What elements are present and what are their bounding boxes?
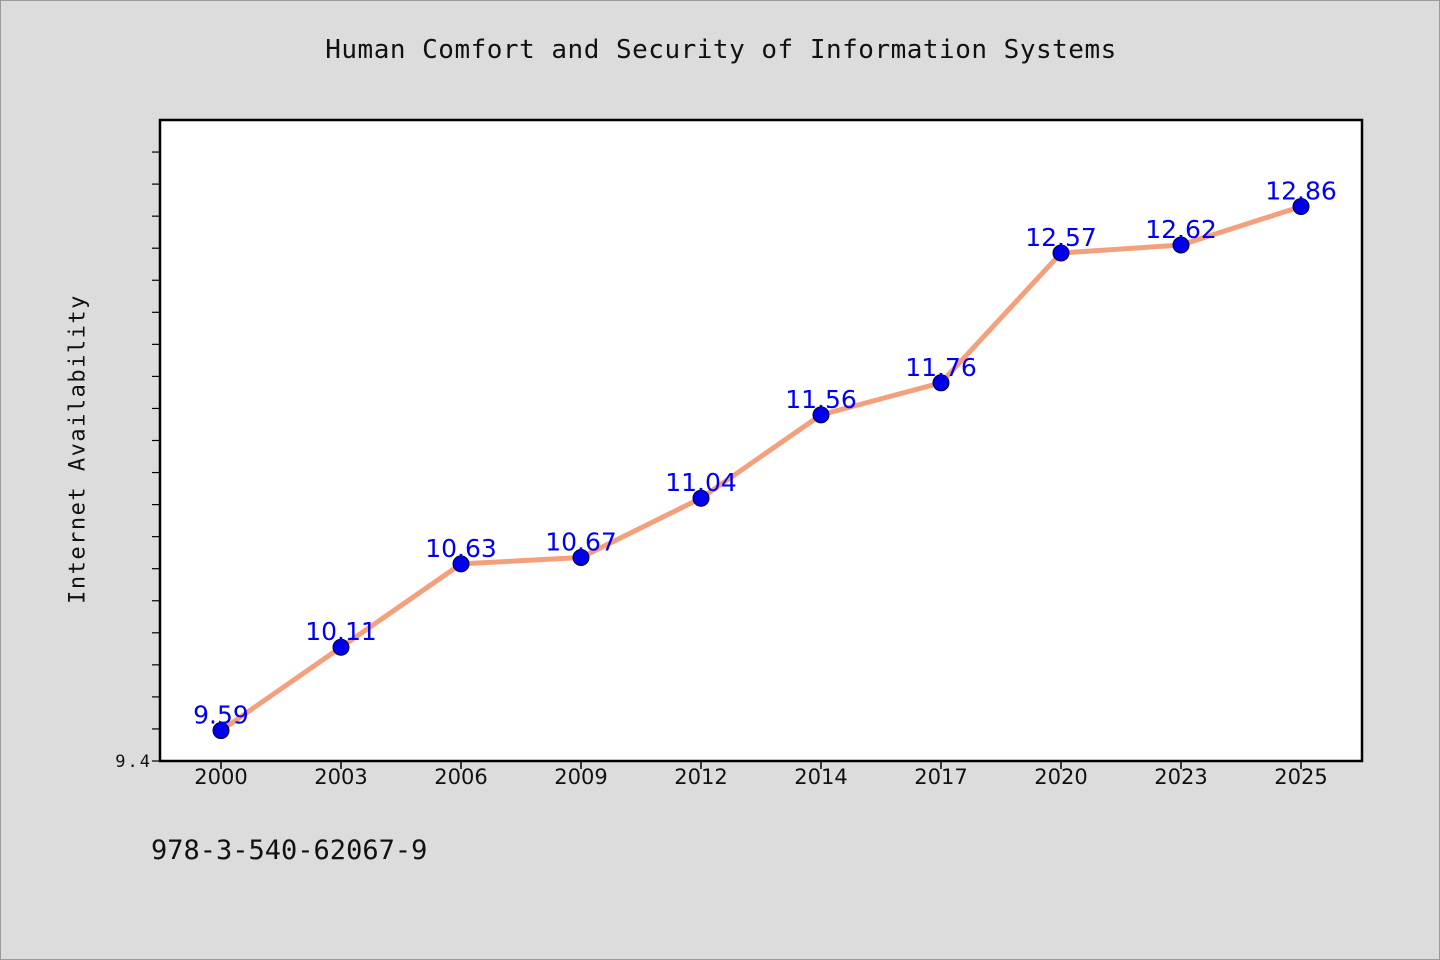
x-tick-label: 2000 <box>194 765 247 789</box>
isbn-footer: 978-3-540-62067-9 <box>151 835 428 866</box>
data-point <box>212 722 230 740</box>
data-label: 10.11 <box>305 617 377 646</box>
data-label: 10.67 <box>545 527 617 556</box>
x-tick-label: 2003 <box>314 765 367 789</box>
data-point <box>692 489 710 507</box>
data-point <box>452 555 470 573</box>
data-label: 11.04 <box>665 468 737 497</box>
data-label: 10.63 <box>425 534 497 563</box>
x-tick-label: 2014 <box>794 765 847 789</box>
chart-title: Human Comfort and Security of Informatio… <box>325 35 1117 65</box>
series-line <box>218 204 1304 734</box>
data-label: 9.59 <box>193 701 249 730</box>
x-tick-label: 2023 <box>1154 765 1207 789</box>
data-point <box>1172 236 1190 254</box>
data-point <box>812 406 830 424</box>
labels-layer: 9.4 2000 2003 2006 2009 2012 2014 2017 2020 2023 2… <box>115 177 1337 789</box>
data-point <box>932 374 950 392</box>
y-tick-label: 9.4 <box>115 752 152 772</box>
data-point <box>1292 198 1310 216</box>
data-label: 12.57 <box>1025 223 1097 252</box>
data-point <box>1052 244 1070 262</box>
data-label: 11.76 <box>905 353 977 382</box>
x-tick-label: 2017 <box>914 765 967 789</box>
data-label: 12.86 <box>1265 177 1337 206</box>
x-tick-label: 2020 <box>1034 765 1087 789</box>
axis-ticks <box>152 151 1302 769</box>
plot-area <box>158 118 1364 763</box>
x-tick-label: 2012 <box>674 765 727 789</box>
data-point <box>572 548 590 566</box>
x-tick-label: 2025 <box>1274 765 1327 789</box>
x-tick-label: 2006 <box>434 765 487 789</box>
data-label: 11.56 <box>785 385 857 414</box>
series-layer <box>212 198 1310 740</box>
x-tick-label: 2009 <box>554 765 607 789</box>
data-label: 12.62 <box>1145 215 1217 244</box>
data-point <box>332 638 350 656</box>
